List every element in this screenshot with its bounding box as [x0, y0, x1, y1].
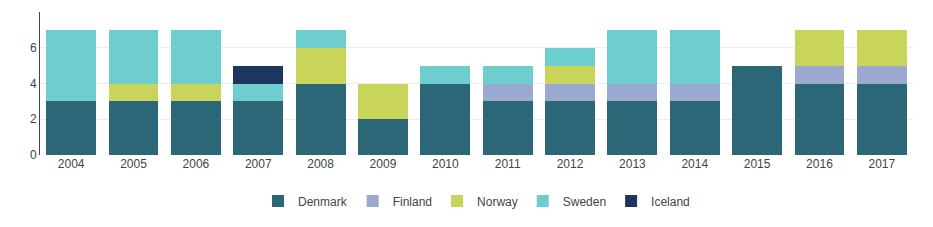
- svg-text:4: 4: [30, 77, 37, 91]
- svg-text:2005: 2005: [120, 157, 147, 171]
- svg-text:6: 6: [30, 41, 37, 55]
- svg-text:Norway: Norway: [477, 195, 518, 209]
- svg-text:2008: 2008: [307, 157, 334, 171]
- svg-text:2006: 2006: [183, 157, 210, 171]
- svg-text:2004: 2004: [58, 157, 85, 171]
- svg-text:2011: 2011: [495, 157, 521, 171]
- svg-text:2012: 2012: [557, 157, 584, 171]
- svg-text:2: 2: [30, 112, 37, 126]
- svg-text:2010: 2010: [432, 157, 459, 171]
- svg-text:2015: 2015: [744, 157, 771, 171]
- svg-text:Sweden: Sweden: [563, 195, 606, 209]
- svg-text:Denmark: Denmark: [298, 195, 348, 209]
- svg-text:2017: 2017: [868, 157, 895, 171]
- svg-text:2016: 2016: [806, 157, 833, 171]
- svg-text:Finland: Finland: [393, 195, 432, 209]
- svg-text:Iceland: Iceland: [651, 195, 690, 209]
- svg-text:2014: 2014: [681, 157, 708, 171]
- svg-text:2009: 2009: [370, 157, 397, 171]
- svg-text:2013: 2013: [619, 157, 646, 171]
- svg-text:2007: 2007: [245, 157, 272, 171]
- svg-text:0: 0: [30, 148, 37, 162]
